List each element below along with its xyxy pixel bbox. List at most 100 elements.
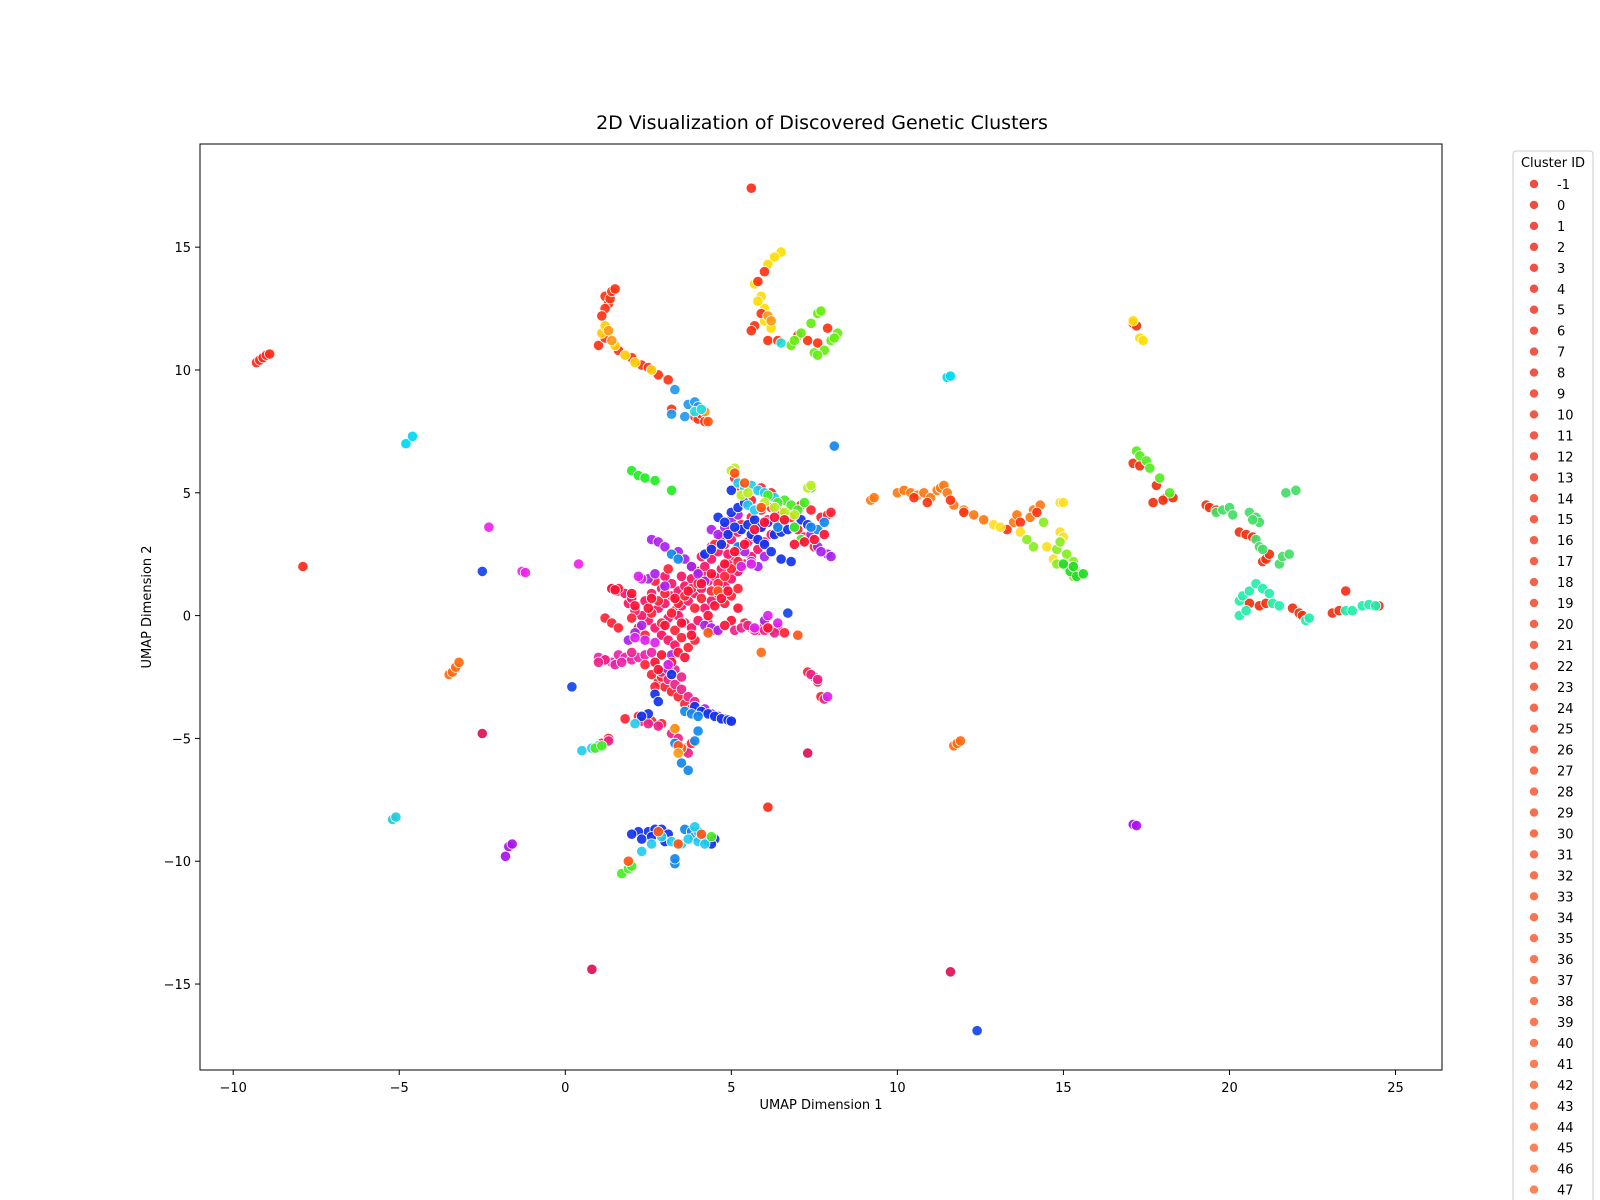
data-point — [1054, 536, 1066, 548]
data-point — [732, 582, 744, 595]
data-point — [1014, 526, 1026, 538]
data-point — [821, 322, 834, 334]
data-point — [768, 251, 781, 263]
data-point — [808, 533, 821, 546]
data-point — [745, 325, 757, 337]
data-point — [785, 555, 797, 568]
data-point — [566, 681, 578, 693]
data-point — [758, 516, 771, 528]
legend-marker — [1529, 367, 1540, 378]
legend-marker — [1529, 241, 1540, 252]
data-point — [483, 521, 495, 533]
data-point — [818, 528, 830, 541]
data-point — [669, 624, 681, 636]
legend-entry-label: 30 — [1557, 827, 1574, 842]
data-point — [699, 838, 711, 850]
data-point — [944, 494, 957, 506]
data-point — [732, 602, 744, 614]
data-point — [745, 558, 757, 570]
data-point — [626, 828, 638, 840]
data-point — [622, 855, 635, 867]
legend-entry-label: 23 — [1557, 681, 1574, 696]
legend-marker — [1529, 409, 1540, 420]
data-point — [788, 538, 801, 551]
data-point — [682, 585, 694, 597]
data-point — [652, 695, 664, 708]
legend-entry-label: 7 — [1557, 346, 1565, 361]
data-point — [609, 584, 621, 596]
data-point — [1137, 334, 1149, 347]
legend-entry-label: 15 — [1557, 513, 1574, 528]
data-points — [250, 182, 1385, 1037]
legend-marker — [1529, 535, 1540, 546]
data-point — [715, 538, 728, 551]
legend-entry-label: 2 — [1557, 241, 1565, 256]
data-point — [626, 646, 638, 659]
legend-marker — [1529, 1079, 1540, 1090]
data-point — [669, 383, 681, 396]
legend-entry-label: 36 — [1557, 953, 1574, 968]
data-point — [715, 592, 728, 605]
data-point — [748, 622, 761, 634]
data-point — [755, 501, 767, 514]
legend-marker — [1529, 1142, 1540, 1153]
data-point — [722, 528, 734, 541]
legend-marker — [1529, 744, 1540, 755]
data-point — [645, 592, 658, 605]
legend-marker — [1529, 933, 1540, 944]
data-point — [689, 821, 701, 833]
data-point — [655, 649, 668, 661]
data-point — [629, 600, 641, 612]
data-point — [689, 602, 701, 614]
data-point — [944, 966, 957, 978]
legend-entry-label: 34 — [1557, 911, 1574, 926]
data-point — [476, 727, 488, 740]
legend-marker — [1529, 618, 1540, 629]
x-tick-label: 10 — [889, 1081, 906, 1096]
data-point — [1127, 315, 1139, 327]
data-point — [788, 509, 801, 521]
data-point — [1273, 600, 1285, 612]
data-point — [1340, 585, 1352, 597]
data-point — [1037, 516, 1050, 528]
data-point — [596, 740, 608, 752]
data-point — [868, 492, 880, 504]
data-point — [665, 668, 678, 681]
data-point — [662, 659, 674, 671]
data-point — [719, 558, 731, 570]
data-point — [636, 710, 648, 722]
legend-entry-label: 33 — [1557, 890, 1574, 905]
data-point — [729, 521, 741, 533]
data-point — [765, 546, 777, 558]
data-point — [645, 364, 658, 376]
legend-marker — [1529, 765, 1540, 776]
y-tick-label: 0 — [183, 610, 191, 625]
legend-marker — [1529, 702, 1540, 713]
data-point — [709, 600, 721, 612]
legend-marker — [1529, 849, 1540, 860]
legend-entry-label: 32 — [1557, 869, 1574, 884]
data-point — [626, 612, 638, 624]
data-point — [908, 492, 920, 504]
legend-entry-label: 19 — [1557, 597, 1574, 612]
data-point — [782, 607, 794, 619]
data-point — [682, 833, 694, 845]
data-point — [1243, 585, 1256, 597]
data-point — [748, 523, 761, 536]
legend-marker — [1529, 870, 1540, 881]
data-point — [705, 543, 718, 555]
data-point — [629, 356, 641, 369]
legend-marker — [1529, 346, 1540, 357]
legend-marker — [1529, 388, 1540, 399]
data-point — [1257, 543, 1269, 555]
data-point — [815, 546, 827, 558]
data-point — [1290, 484, 1302, 496]
legend-marker — [1529, 1017, 1540, 1028]
data-point — [1130, 819, 1143, 832]
legend-marker — [1529, 660, 1540, 671]
data-point — [636, 619, 648, 632]
legend-marker — [1529, 220, 1540, 231]
data-point — [659, 580, 671, 592]
data-point — [729, 467, 741, 479]
